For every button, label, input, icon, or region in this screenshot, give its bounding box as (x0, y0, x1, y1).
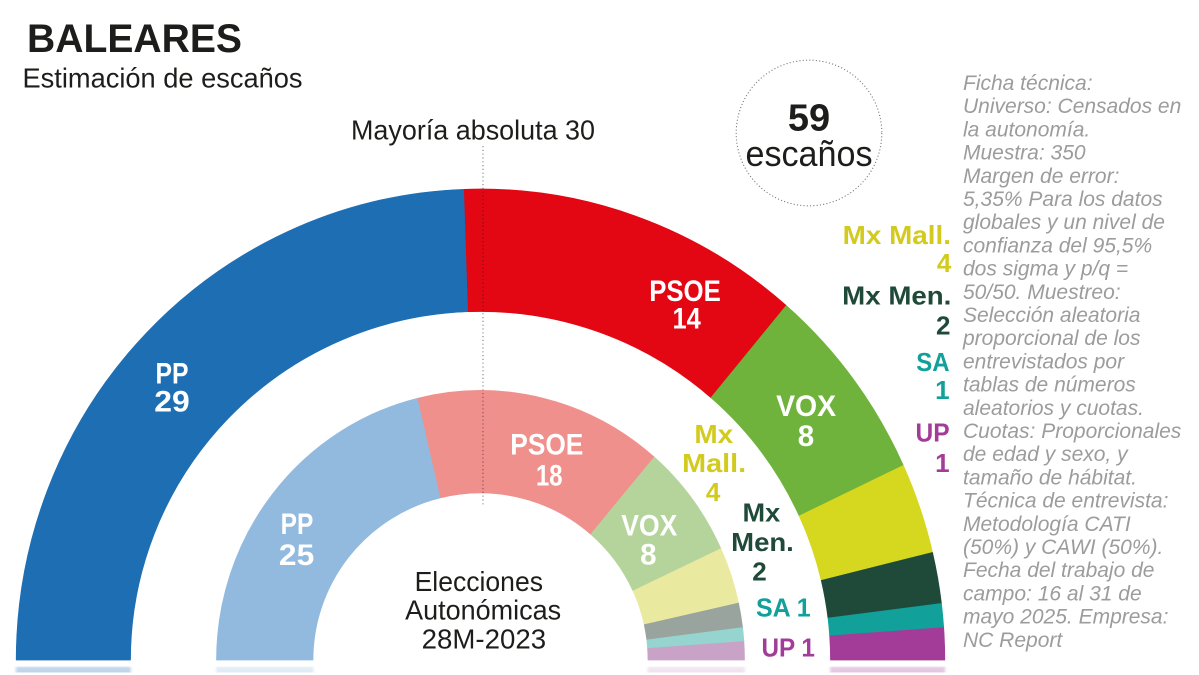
svg-text:Muestra: 350: Muestra: 350 (963, 142, 1086, 165)
svg-text:4: 4 (706, 477, 721, 507)
svg-text:Margen de error:: Margen de error: (963, 165, 1119, 188)
svg-text:Estimación de escaños: Estimación de escaños (23, 63, 303, 94)
svg-text:dos sigma y p/q =: dos sigma y p/q = (963, 258, 1128, 281)
svg-text:4: 4 (937, 248, 952, 278)
svg-text:1: 1 (935, 448, 949, 478)
svg-text:18: 18 (536, 460, 563, 493)
svg-text:Mx: Mx (743, 497, 781, 527)
svg-text:5,35% Para los datos: 5,35% Para los datos (963, 188, 1163, 211)
svg-text:59: 59 (788, 98, 830, 140)
svg-text:25: 25 (279, 539, 314, 572)
svg-text:Mayoría absoluta 30: Mayoría absoluta 30 (351, 115, 595, 146)
svg-text:Metodología CATI: Metodología CATI (963, 513, 1131, 536)
svg-text:globales y un nivel de: globales y un nivel de (963, 211, 1165, 234)
svg-text:proporcional de los: proporcional de los (962, 327, 1141, 350)
svg-text:(50%) y CAWI (50%).: (50%) y CAWI (50%). (963, 536, 1163, 559)
svg-text:Mx: Mx (694, 419, 733, 449)
svg-text:Selección aleatoria: Selección aleatoria (963, 304, 1140, 327)
svg-text:tamaño de hábitat.: tamaño de hábitat. (963, 466, 1137, 489)
svg-text:Universo: Censados en: Universo: Censados en (963, 95, 1181, 118)
svg-text:SA: SA (916, 347, 949, 377)
svg-text:confianza del 95,5%: confianza del 95,5% (963, 234, 1152, 257)
svg-text:BALEARES: BALEARES (27, 17, 242, 61)
svg-text:28M-2023: 28M-2023 (422, 623, 546, 654)
svg-text:8: 8 (798, 420, 814, 453)
svg-text:PP: PP (156, 357, 189, 390)
svg-text:PSOE: PSOE (649, 275, 721, 308)
svg-text:PP: PP (281, 508, 314, 541)
svg-text:Fecha del trabajo de: Fecha del trabajo de (963, 559, 1154, 582)
svg-text:UP: UP (916, 418, 950, 448)
svg-text:SA 1: SA 1 (756, 592, 811, 622)
svg-text:Mx Men.: Mx Men. (842, 281, 951, 311)
svg-text:Mall.: Mall. (682, 448, 746, 478)
svg-text:de edad y sexo, y: de edad y sexo, y (963, 443, 1129, 466)
svg-text:escaños: escaños (746, 133, 873, 174)
svg-text:mayo 2025. Empresa:: mayo 2025. Empresa: (963, 606, 1168, 629)
svg-text:1: 1 (935, 375, 949, 405)
svg-text:VOX: VOX (621, 509, 677, 542)
svg-text:Mx Mall.: Mx Mall. (843, 220, 951, 250)
svg-text:29: 29 (154, 386, 190, 419)
svg-text:VOX: VOX (776, 390, 836, 423)
svg-text:entrevistados por: entrevistados por (963, 350, 1125, 373)
svg-text:Ficha técnica:: Ficha técnica: (963, 72, 1093, 95)
svg-text:UP 1: UP 1 (761, 632, 815, 662)
svg-text:8: 8 (640, 539, 656, 572)
svg-text:campo: 16 al 31 de: campo: 16 al 31 de (963, 582, 1142, 605)
svg-text:50/50. Muestreo:: 50/50. Muestreo: (963, 281, 1121, 304)
svg-text:Técnica de entrevista:: Técnica de entrevista: (963, 490, 1168, 513)
svg-text:tablas de números: tablas de números (963, 374, 1136, 397)
svg-text:aleatorios y cuotas.: aleatorios y cuotas. (963, 397, 1144, 420)
svg-text:2: 2 (752, 556, 766, 586)
svg-text:PSOE: PSOE (510, 429, 583, 462)
svg-text:2: 2 (936, 310, 950, 340)
svg-text:Cuotas: Proporcionales: Cuotas: Proporcionales (963, 420, 1182, 443)
svg-text:NC Report: NC Report (963, 629, 1063, 652)
svg-text:14: 14 (672, 302, 701, 335)
svg-text:la autonomía.: la autonomía. (963, 118, 1090, 141)
svg-text:Men.: Men. (731, 527, 794, 557)
svg-text:Autonómicas: Autonómicas (405, 594, 561, 625)
svg-text:Elecciones: Elecciones (415, 566, 543, 597)
